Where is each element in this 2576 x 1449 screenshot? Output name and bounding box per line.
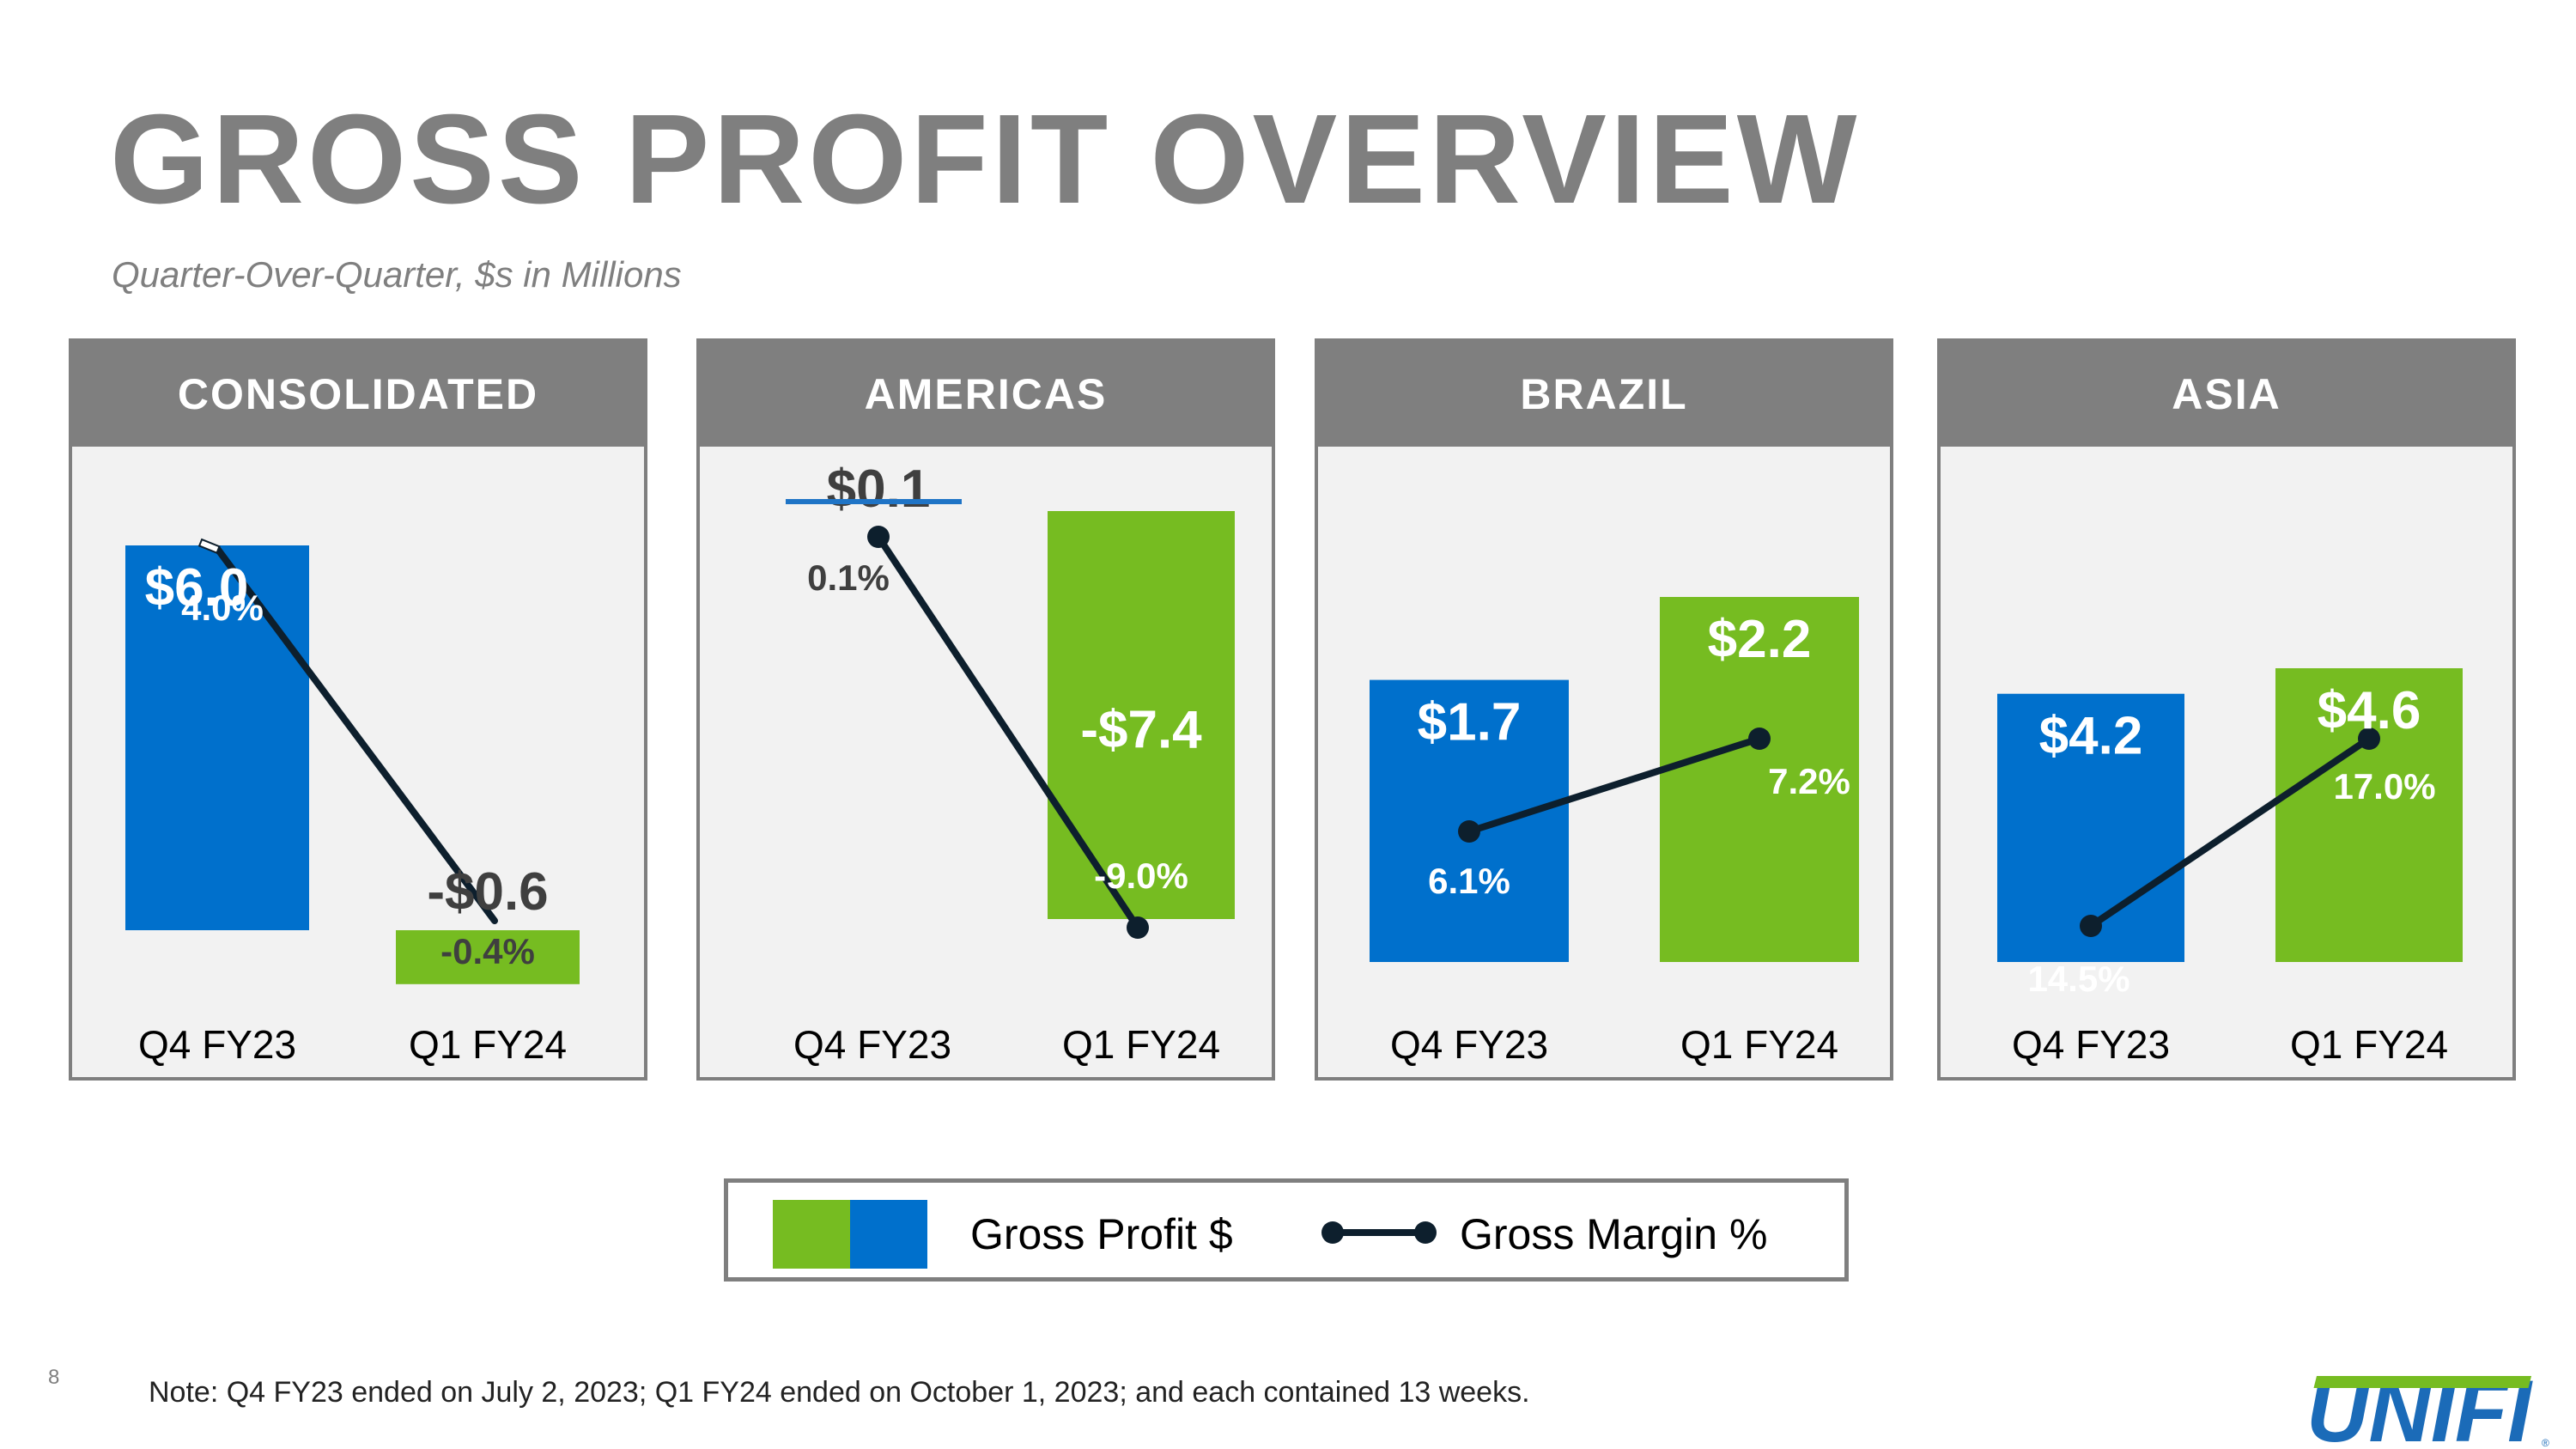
data-label-gross-profit: -$0.6 bbox=[427, 862, 548, 922]
page-number: 8 bbox=[48, 1366, 60, 1389]
gross-margin-line bbox=[875, 533, 1141, 931]
panel-title: AMERICAS bbox=[700, 342, 1272, 447]
gross-margin-point bbox=[2080, 915, 2102, 937]
x-tick-label: Q4 FY23 bbox=[793, 1022, 951, 1067]
chart-asia: Q4 FY23 Q1 FY24 $4.2 14.5% $4.6 17.0% bbox=[1997, 668, 2463, 1067]
x-tick-label: Q1 FY24 bbox=[409, 1022, 567, 1067]
legend-swatch-q1 bbox=[773, 1200, 850, 1269]
gross-margin-point bbox=[197, 538, 221, 555]
legend-label-gross-profit: Gross Profit $ bbox=[970, 1210, 1233, 1258]
unifi-logo: UNIFI ® bbox=[2306, 1369, 2549, 1448]
legend-line-marker bbox=[1321, 1221, 1437, 1244]
x-tick-label: Q4 FY23 bbox=[1390, 1022, 1548, 1067]
panel-title: CONSOLIDATED bbox=[72, 342, 644, 447]
chart-brazil: Q4 FY23 Q1 FY24 $1.7 6.1% $2.2 7.2% bbox=[1370, 597, 1859, 1067]
gross-margin-line bbox=[215, 546, 498, 924]
x-tick-label: Q4 FY23 bbox=[2012, 1022, 2170, 1067]
x-tick-label: Q1 FY24 bbox=[2290, 1022, 2448, 1067]
data-label-gross-profit: -$7.4 bbox=[1080, 701, 1202, 760]
data-label-gross-margin: 7.2% bbox=[1768, 761, 1850, 801]
data-label-gross-profit: $4.6 bbox=[2318, 681, 2421, 740]
gross-margin-point bbox=[2358, 728, 2380, 750]
data-label-gross-margin: 6.1% bbox=[1428, 861, 1510, 901]
bar-q4-fy23 bbox=[125, 545, 309, 930]
data-label-gross-margin: 17.0% bbox=[2333, 766, 2435, 807]
legend-label-gross-margin: Gross Margin % bbox=[1460, 1210, 1768, 1258]
legend-swatch-q4 bbox=[850, 1200, 927, 1269]
bar-q1-fy24 bbox=[1048, 511, 1235, 919]
bar-q1-fy24 bbox=[396, 930, 580, 984]
panel-title: ASIA bbox=[1941, 342, 2512, 447]
data-label-gross-margin: -0.4% bbox=[440, 931, 535, 971]
data-label-gross-profit: $2.2 bbox=[1708, 610, 1812, 669]
page-subtitle: Quarter-Over-Quarter, $s in Millions bbox=[112, 254, 682, 295]
panel-title: BRAZIL bbox=[1318, 342, 1890, 447]
data-label-gross-profit: $4.2 bbox=[2039, 707, 2143, 766]
x-tick-label: Q1 FY24 bbox=[1680, 1022, 1838, 1067]
x-tick-label: Q1 FY24 bbox=[1062, 1022, 1220, 1067]
data-label-gross-profit: $1.7 bbox=[1418, 693, 1522, 752]
panel-brazil: BRAZIL Q4 FY23 Q1 FY24 $1.7 6.1% $2.2 7.2% bbox=[1315, 338, 1893, 1081]
data-label-gross-margin: -9.0% bbox=[1094, 855, 1188, 896]
footnote: Note: Q4 FY23 ended on July 2, 2023; Q1 … bbox=[149, 1376, 1530, 1409]
gross-margin-line bbox=[2087, 735, 2372, 929]
chart-consolidated: Q4 FY23 Q1 FY24 $6.04.0% -$0.6 -0.4% bbox=[125, 538, 580, 1067]
data-label-gross-margin: 0.1% bbox=[807, 557, 890, 598]
page-title: GROSS PROFIT OVERVIEW bbox=[110, 88, 1861, 230]
data-label-gross-margin: 4.0% bbox=[181, 588, 264, 628]
gross-margin-point bbox=[1458, 820, 1480, 843]
data-label-gross-profit: $6.0 bbox=[145, 558, 249, 618]
data-label-gross-profit: $0.1 bbox=[827, 460, 931, 519]
data-label-gross-margin: 14.5% bbox=[2027, 959, 2129, 999]
svg-text:®: ® bbox=[2542, 1437, 2549, 1448]
gross-margin-point bbox=[867, 526, 890, 548]
bar-q1-fy24 bbox=[2275, 668, 2463, 962]
gross-margin-point bbox=[1748, 728, 1771, 750]
x-tick-label: Q4 FY23 bbox=[138, 1022, 296, 1067]
panel-americas: AMERICAS Q4 FY23 Q1 FY24 $0.1 0.1% -$7.4 -9.0… bbox=[696, 338, 1275, 1081]
gross-margin-line bbox=[1466, 735, 1763, 835]
panel-asia: ASIA Q4 FY23 Q1 FY24 $4.2 14.5% $4.6 17.0% bbox=[1937, 338, 2516, 1081]
gross-margin-point bbox=[1127, 916, 1149, 939]
bar-q1-fy24 bbox=[1660, 597, 1859, 962]
panel-consolidated: CONSOLIDATED Q4 FY23 Q1 FY24 $6.0 4.0% -$0.6… bbox=[69, 338, 647, 1081]
chart-americas: Q4 FY23 Q1 FY24 $0.1 0.1% -$7.4 -9.0% bbox=[786, 460, 1235, 1067]
chart-legend: Gross Profit $ Gross Margin % bbox=[724, 1178, 1849, 1282]
